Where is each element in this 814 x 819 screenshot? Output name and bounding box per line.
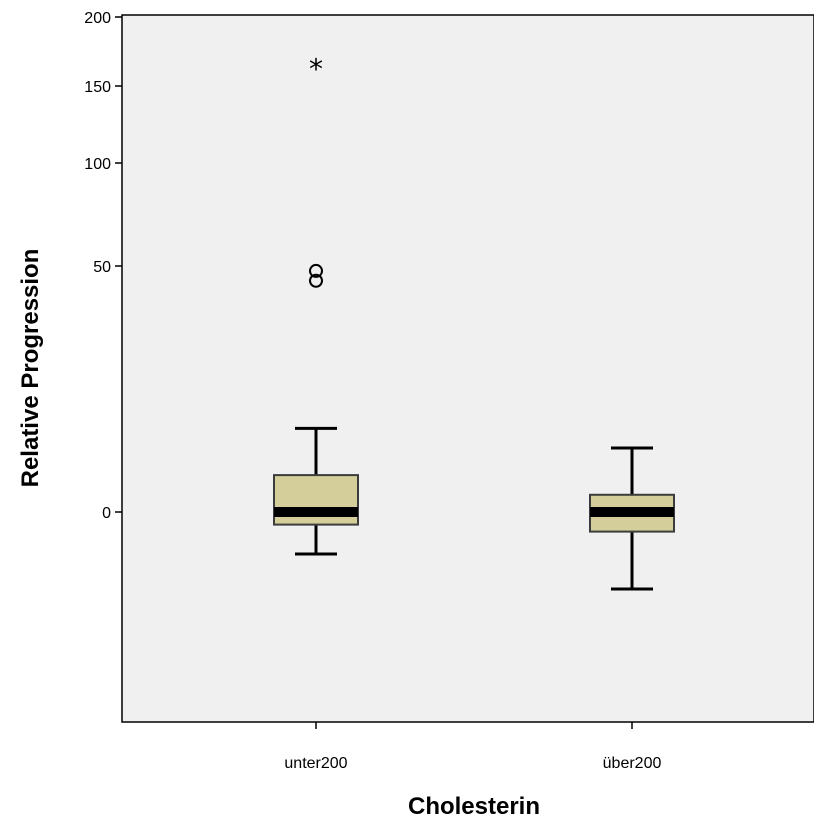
boxes-layer: * — [273, 52, 675, 591]
y-tick-label: 150 — [84, 79, 111, 96]
x-axis-title: Cholesterin — [408, 793, 540, 819]
outlier-circle — [309, 273, 323, 288]
y-tick-label: 0 — [102, 505, 111, 522]
y-axis-title: Relative Progression — [17, 249, 44, 488]
x-axis: unter200 über200 — [284, 722, 661, 772]
x-tick-label: über200 — [603, 755, 662, 772]
x-tick-label: unter200 — [284, 755, 347, 772]
iqr-box — [273, 474, 359, 526]
box-über200 — [589, 446, 675, 591]
plot-area — [121, 14, 814, 723]
extreme-outlier-star: * — [309, 52, 323, 85]
outlier-circle — [309, 263, 323, 278]
y-axis: 0 50 100 150 200 — [84, 10, 122, 522]
box-unter200: * — [273, 52, 359, 556]
y-tick-label: 100 — [84, 156, 111, 173]
y-tick-label: 50 — [93, 259, 111, 276]
y-tick-label: 200 — [84, 10, 111, 27]
